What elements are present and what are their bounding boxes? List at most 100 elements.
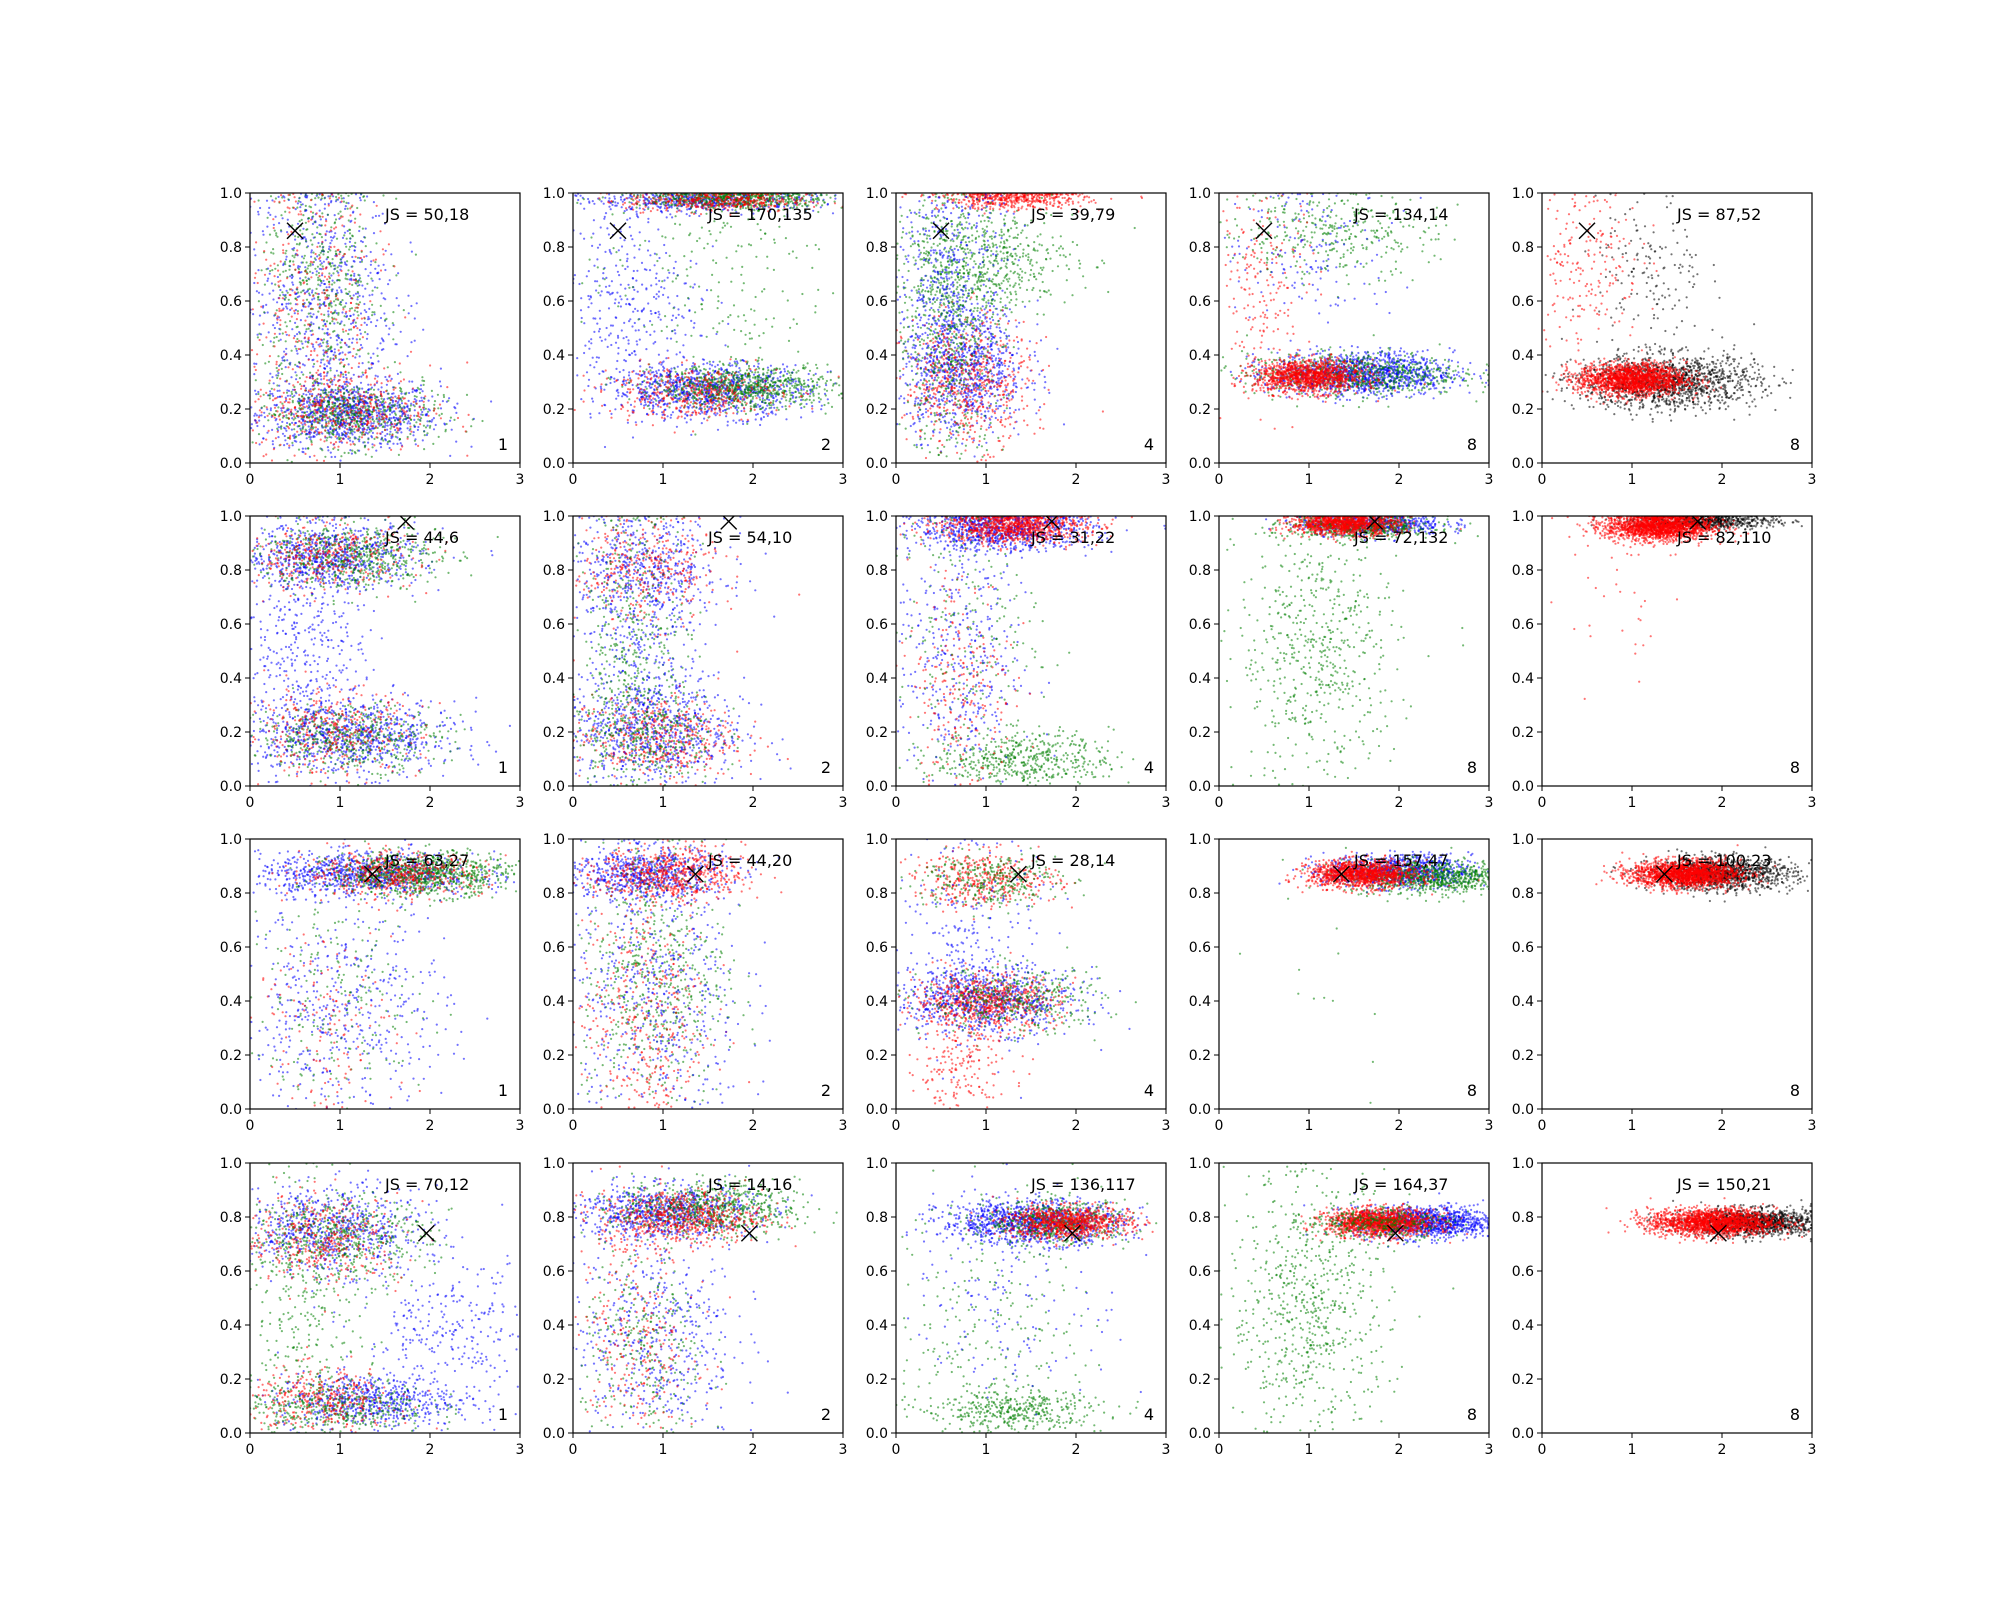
point [395, 417, 397, 419]
point [334, 456, 336, 458]
point [341, 299, 343, 301]
point [277, 372, 279, 374]
point [317, 266, 319, 268]
point [431, 395, 433, 397]
point [380, 305, 382, 307]
point [277, 431, 279, 433]
point [273, 382, 275, 384]
point [296, 254, 298, 256]
point [433, 410, 435, 412]
point [332, 413, 334, 415]
point [394, 423, 396, 425]
point [266, 432, 268, 434]
point [340, 195, 342, 197]
point [272, 395, 274, 397]
point [745, 413, 747, 415]
point [741, 396, 743, 398]
point [351, 367, 353, 369]
point [341, 442, 343, 444]
point [299, 229, 301, 231]
point [389, 447, 391, 449]
point [306, 411, 308, 413]
point [766, 405, 768, 407]
point [281, 410, 283, 412]
point [385, 318, 387, 320]
point [264, 362, 266, 364]
point [340, 346, 342, 348]
point [369, 294, 371, 296]
point [301, 309, 303, 311]
point [349, 283, 351, 285]
point [762, 406, 764, 408]
point [262, 437, 264, 439]
point [282, 264, 284, 266]
point [298, 348, 300, 350]
point [309, 271, 311, 273]
point [288, 194, 290, 196]
point [364, 445, 366, 447]
point [304, 333, 306, 335]
point [411, 381, 413, 383]
point [651, 367, 653, 369]
point [274, 268, 276, 270]
point [722, 373, 724, 375]
point [364, 199, 366, 201]
point [327, 315, 329, 317]
point [381, 349, 383, 351]
point [299, 220, 301, 222]
point [736, 364, 738, 366]
point [351, 453, 353, 455]
point [307, 341, 309, 343]
point [364, 237, 366, 239]
point [310, 410, 312, 412]
point [319, 345, 321, 347]
point [758, 357, 760, 359]
point [309, 456, 311, 458]
point [392, 400, 394, 402]
point [797, 351, 799, 353]
point [278, 369, 280, 371]
point [732, 375, 734, 377]
point [712, 361, 714, 363]
point [580, 398, 582, 400]
point [365, 409, 367, 411]
point [399, 404, 401, 406]
point [324, 332, 326, 334]
point [592, 400, 594, 402]
point [327, 446, 329, 448]
point [679, 384, 681, 386]
point [806, 390, 808, 392]
point [310, 350, 312, 352]
point [312, 366, 314, 368]
point [345, 397, 347, 399]
point [388, 328, 390, 330]
point [264, 416, 266, 418]
point [314, 236, 316, 238]
point [785, 383, 787, 385]
point [298, 268, 300, 270]
point [305, 205, 307, 207]
point [770, 396, 772, 398]
point [305, 355, 307, 357]
point [610, 413, 612, 415]
point [357, 285, 359, 287]
point [766, 392, 768, 394]
point [355, 426, 357, 428]
point [288, 383, 290, 385]
point [286, 359, 288, 361]
point [698, 366, 700, 368]
point [422, 407, 424, 409]
point [365, 412, 367, 414]
point [387, 406, 389, 408]
point [289, 261, 291, 263]
point [279, 324, 281, 326]
point [261, 269, 263, 271]
point [326, 286, 328, 288]
point [382, 439, 384, 441]
point [345, 425, 347, 427]
point [336, 339, 338, 341]
point [695, 407, 697, 409]
point [789, 400, 791, 402]
point [361, 436, 363, 438]
